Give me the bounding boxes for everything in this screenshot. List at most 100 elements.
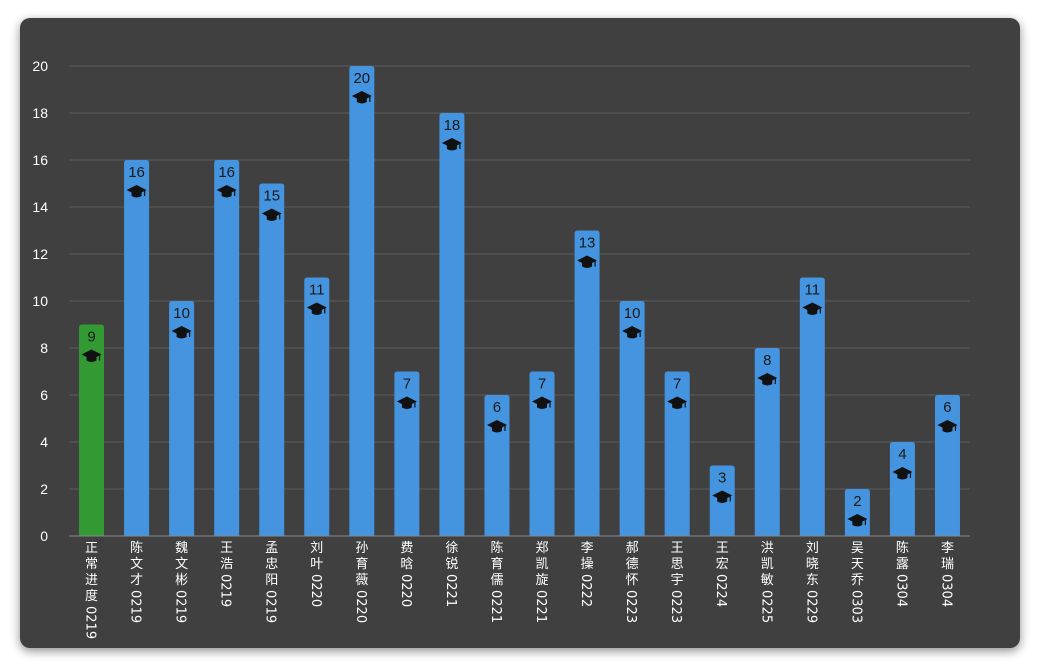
svg-text:李: 李 [941, 541, 954, 556]
x-tick-label: 陈育儒 0221 [488, 540, 504, 623]
y-tick-label: 2 [40, 481, 48, 497]
graduation-cap-icon [847, 514, 868, 527]
bar [349, 66, 375, 536]
svg-text:刘: 刘 [806, 541, 819, 556]
data-label: 16 [128, 164, 145, 181]
svg-text:洪: 洪 [761, 541, 774, 556]
svg-text:凯: 凯 [536, 557, 549, 572]
data-label: 7 [538, 376, 546, 393]
bar [619, 301, 645, 536]
svg-text:陈: 陈 [130, 540, 143, 556]
data-label: 11 [309, 282, 325, 299]
svg-text:阳: 阳 [265, 573, 278, 588]
x-tick-label: 郑凯旋 0221 [533, 541, 549, 623]
x-tick-label: 陈露 0304 [893, 540, 909, 607]
svg-text:0219: 0219 [218, 574, 233, 607]
svg-text:孙: 孙 [355, 541, 368, 556]
svg-text:露: 露 [896, 557, 909, 572]
data-label: 3 [718, 470, 726, 487]
graduation-cap-icon [802, 302, 823, 315]
graduation-cap-icon [667, 396, 688, 409]
svg-text:郑: 郑 [536, 541, 549, 556]
bars: 9 16 10 16 15 11 20 7 18 6 7 13 10 7 3 8 11 2 4 6 [79, 66, 960, 536]
svg-text:0229: 0229 [803, 590, 818, 623]
graduation-cap-icon [306, 302, 327, 315]
x-tick-label: 陈文才 0219 [128, 540, 144, 623]
svg-text:陈: 陈 [896, 540, 909, 556]
svg-text:0221: 0221 [443, 574, 458, 607]
x-tick-label: 郝德怀 0223 [623, 541, 639, 623]
y-tick-label: 0 [40, 528, 48, 544]
svg-text:0223: 0223 [668, 590, 683, 623]
svg-text:陈: 陈 [490, 540, 503, 556]
grid-lines [69, 65, 970, 490]
svg-text:儒: 儒 [490, 573, 503, 588]
svg-text:常: 常 [85, 557, 98, 572]
bar [664, 371, 690, 536]
y-tick-label: 16 [32, 152, 48, 168]
svg-text:正: 正 [85, 541, 98, 556]
svg-text:0219: 0219 [128, 590, 143, 623]
x-tick-label: 魏文彬 0219 [173, 541, 189, 623]
svg-text:度: 度 [85, 588, 98, 604]
graduation-cap-icon [486, 420, 507, 433]
svg-text:0304: 0304 [938, 574, 953, 607]
svg-text:孟: 孟 [265, 541, 278, 556]
x-tick-label: 费晗 0220 [398, 541, 414, 607]
data-label: 16 [218, 164, 235, 181]
svg-text:0304: 0304 [893, 574, 908, 607]
svg-text:吴: 吴 [851, 541, 864, 556]
graduation-cap-icon [261, 208, 282, 221]
svg-text:0219: 0219 [263, 590, 278, 623]
graduation-cap-icon [396, 396, 417, 409]
data-label: 11 [805, 282, 821, 299]
y-tick-label: 20 [32, 58, 48, 74]
svg-text:0224: 0224 [713, 574, 728, 607]
y-tick-label: 4 [40, 434, 48, 450]
graduation-cap-icon [712, 490, 733, 503]
svg-text:宇: 宇 [671, 573, 684, 588]
svg-text:怀: 怀 [626, 573, 639, 588]
svg-text:旋: 旋 [536, 573, 549, 588]
bar [889, 442, 915, 536]
svg-text:王: 王 [671, 541, 684, 556]
x-tick-label: 王浩 0219 [218, 541, 234, 607]
svg-text:凯: 凯 [761, 557, 774, 572]
x-tick-label: 吴天乔 0303 [848, 541, 864, 623]
bar [259, 183, 285, 536]
data-label: 10 [624, 305, 641, 322]
x-tick-label: 徐锐 0221 [443, 541, 459, 607]
data-label: 4 [898, 446, 906, 463]
svg-text:敏: 敏 [761, 573, 774, 588]
bar [124, 160, 150, 536]
bar [934, 395, 960, 536]
bar [394, 371, 420, 536]
svg-text:晗: 晗 [400, 556, 413, 572]
svg-text:0219: 0219 [83, 606, 98, 639]
svg-text:忠: 忠 [265, 557, 278, 572]
y-axis: 0 2 4 6 8 10 12 14 16 18 20 [32, 58, 48, 544]
bar [79, 324, 105, 536]
data-label: 18 [444, 117, 461, 134]
data-label: 7 [403, 376, 411, 393]
bar [799, 277, 825, 536]
x-tick-label: 李操 0222 [578, 541, 594, 607]
x-tick-label: 孙育薇 0220 [353, 541, 369, 623]
data-label: 2 [853, 493, 861, 510]
svg-text:锐: 锐 [445, 557, 458, 572]
svg-text:0220: 0220 [398, 574, 413, 607]
data-label: 8 [763, 352, 771, 369]
svg-text:晓: 晓 [806, 557, 819, 572]
graduation-cap-icon [892, 467, 913, 480]
data-label: 7 [673, 376, 681, 393]
svg-text:才: 才 [130, 573, 143, 588]
svg-text:刘: 刘 [310, 541, 323, 556]
x-tick-label: 李瑞 0304 [938, 541, 954, 607]
bar [304, 277, 330, 536]
x-tick-label: 洪凯敏 0225 [758, 541, 774, 623]
bar [529, 371, 555, 536]
svg-text:王: 王 [220, 541, 233, 556]
graduation-cap-icon [216, 185, 237, 198]
